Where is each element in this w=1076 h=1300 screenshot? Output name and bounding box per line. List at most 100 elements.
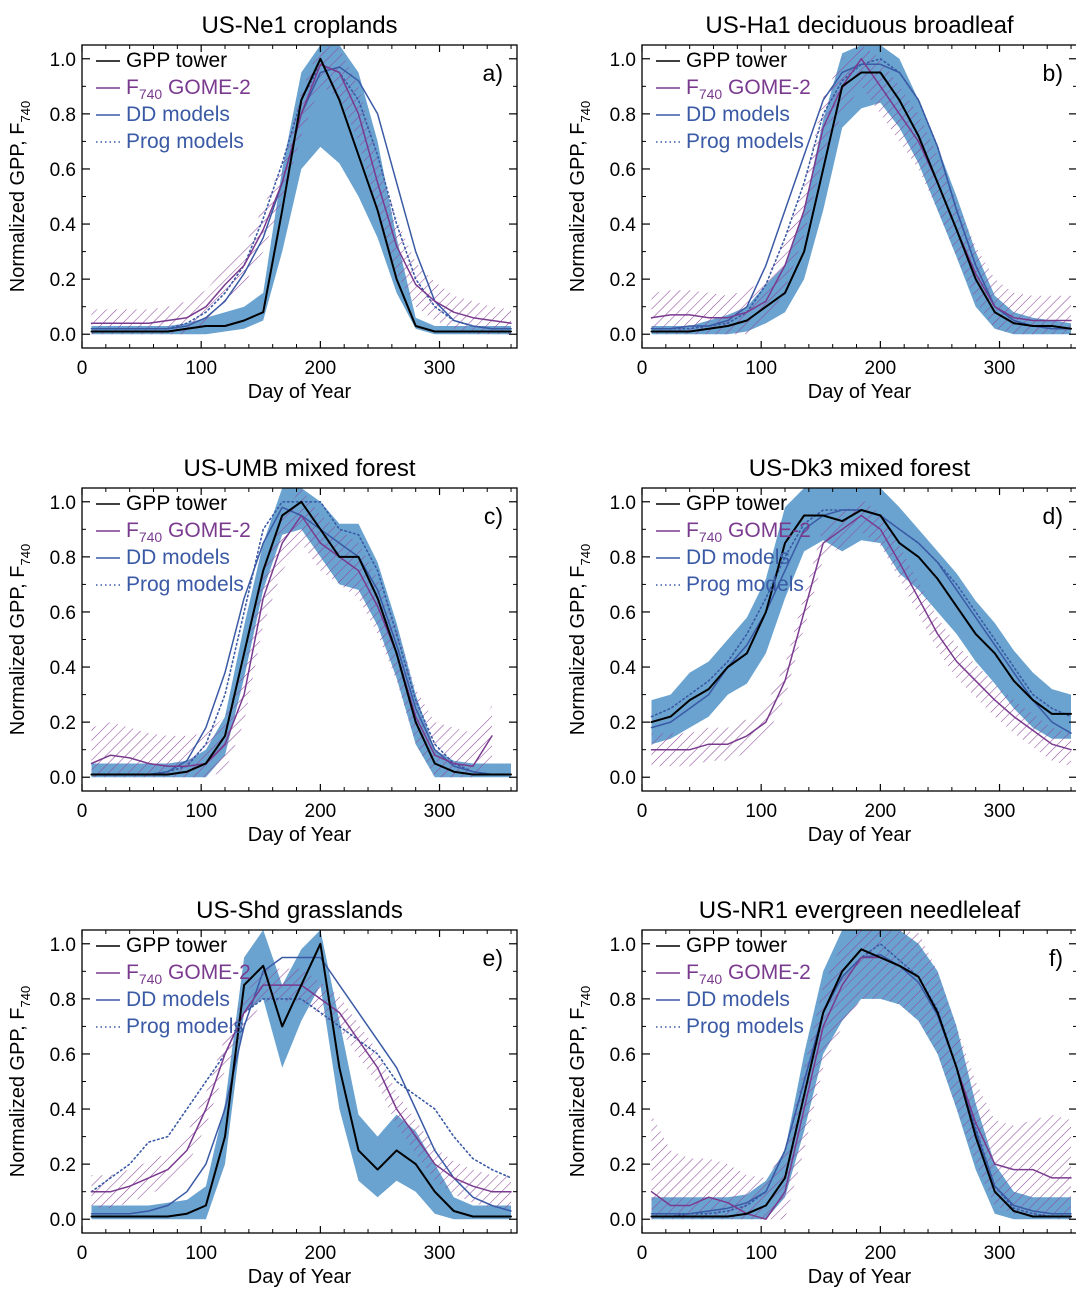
legend-label-sub: 740 <box>699 529 723 545</box>
legend-label: GPP tower <box>126 49 227 72</box>
y-tick-label: 0.0 <box>50 325 76 346</box>
legend-label-sub: 740 <box>699 86 723 102</box>
chart-panel-b: 0 100 200 300 0.0 0.2 0.4 0.6 0.8 1.0 US-Ha1 decid… <box>567 12 1076 403</box>
f740-hatch-band <box>91 488 492 778</box>
y-axis-label-sub: 740 <box>578 544 593 566</box>
x-tick-label: 300 <box>424 1243 456 1264</box>
y-tick-label: 0.2 <box>610 713 636 734</box>
series-gpp-tower <box>90 942 512 1218</box>
x-axis-label: Day of Year <box>808 1266 912 1288</box>
x-tick-label: 200 <box>865 1243 897 1264</box>
legend-label: DD models <box>126 546 230 569</box>
x-axis-label: Day of Year <box>248 824 352 846</box>
y-axis-label: Normalized GPP, F740 <box>567 101 593 292</box>
legend-label: GPP tower <box>686 49 787 72</box>
legend-label: GPP tower <box>686 492 787 515</box>
legend-label: Prog models <box>126 1015 244 1038</box>
series-gpp-tower <box>90 57 512 333</box>
legend-label-main: GPP tower <box>126 492 227 515</box>
plot-area <box>90 930 512 1220</box>
legend-label-main: DD models <box>126 546 230 569</box>
y-tick-label: 0.4 <box>610 658 637 679</box>
panel-label: e) <box>483 945 503 971</box>
panel-title: US-UMB mixed forest <box>183 455 415 482</box>
legend-label-main: F <box>686 961 699 984</box>
y-axis-label-main: Normalized GPP, F <box>7 1008 29 1178</box>
legend-label-main: GPP tower <box>126 49 227 72</box>
x-tick-label: 300 <box>984 1243 1016 1264</box>
y-tick-label: 1.0 <box>610 493 636 514</box>
legend-label: GPP tower <box>686 934 787 957</box>
legend-label: DD models <box>686 988 790 1011</box>
legend-label: F740 GOME-2 <box>126 961 251 987</box>
legend-label: GPP tower <box>126 934 227 957</box>
y-tick-label: 0.0 <box>610 1210 636 1231</box>
f740-hatch-band <box>91 45 511 335</box>
chart-panel-c: 0 100 200 300 0.0 0.2 0.4 0.6 0.8 1.0 US-UMB mixed… <box>7 455 518 846</box>
x-axis-label: Day of Year <box>808 824 912 846</box>
y-tick-label: 0.2 <box>50 713 76 734</box>
x-tick-label: 100 <box>185 801 217 822</box>
y-tick-label: 0.6 <box>50 160 76 181</box>
series-f740-gome2 <box>650 58 1072 322</box>
panel-title: US-Ha1 deciduous broadleaf <box>705 12 1014 39</box>
legend-label: DD models <box>126 988 230 1011</box>
legend-label-sub: 740 <box>139 529 163 545</box>
y-tick-label: 0.4 <box>50 658 77 679</box>
y-tick-label: 0.8 <box>610 105 636 126</box>
legend-label-tail: GOME-2 <box>722 519 811 542</box>
legend-label-main: DD models <box>686 103 790 126</box>
legend-label-main: Prog models <box>126 130 244 153</box>
legend-label-main: GPP tower <box>126 934 227 957</box>
y-tick-label: 0.6 <box>610 603 636 624</box>
x-tick-label: 200 <box>305 801 337 822</box>
plot-area <box>90 45 512 335</box>
y-tick-label: 0.2 <box>610 270 636 291</box>
legend-label-main: F <box>686 519 699 542</box>
legend-label: Prog models <box>126 573 244 596</box>
dd-models-band <box>91 930 511 1220</box>
series-f740-gome2 <box>650 956 1072 1220</box>
legend-label-main: Prog models <box>126 1015 244 1038</box>
chart-panel-e: 0 100 200 300 0.0 0.2 0.4 0.6 0.8 1.0 US-Shd grass… <box>7 897 518 1288</box>
y-axis-label-main: Normalized GPP, F <box>7 566 29 736</box>
y-tick-label: 0.2 <box>610 1155 636 1176</box>
series-gpp-tower <box>650 509 1072 724</box>
plot-area <box>650 488 1072 767</box>
y-axis-label: Normalized GPP, F740 <box>7 544 33 735</box>
y-tick-label: 0.4 <box>610 215 637 236</box>
y-tick-label: 1.0 <box>610 935 636 956</box>
series-gpp-tower <box>650 71 1072 333</box>
x-tick-label: 100 <box>745 1243 777 1264</box>
x-tick-label: 200 <box>305 1243 337 1264</box>
x-tick-label: 100 <box>185 358 217 379</box>
y-tick-label: 0.6 <box>50 603 76 624</box>
y-axis-label-main: Normalized GPP, F <box>567 123 589 293</box>
series-prog-models <box>90 998 512 1193</box>
y-axis-label: Normalized GPP, F740 <box>7 101 33 292</box>
y-axis-label-main: Normalized GPP, F <box>567 1008 589 1178</box>
y-tick-label: 1.0 <box>50 935 76 956</box>
panel-title: US-Ne1 croplands <box>201 12 397 39</box>
y-tick-label: 0.0 <box>610 768 636 789</box>
x-tick-label: 0 <box>77 1243 88 1264</box>
x-tick-label: 0 <box>637 1243 648 1264</box>
legend-label: GPP tower <box>126 492 227 515</box>
legend-label-tail: GOME-2 <box>162 519 251 542</box>
y-tick-label: 0.4 <box>50 1100 77 1121</box>
x-tick-label: 300 <box>424 801 456 822</box>
panels-container: 0 100 200 300 0.0 0.2 0.4 0.6 0.8 1.0 US-Ne1 cropl… <box>7 12 1076 1288</box>
legend: GPP tower F740 GOME-2DD models Prog models <box>96 934 251 1038</box>
chart-panel-f: 0 100 200 300 0.0 0.2 0.4 0.6 0.8 1.0 US-NR1 everg… <box>567 897 1076 1288</box>
y-tick-label: 0.6 <box>610 1045 636 1066</box>
legend-label: DD models <box>686 103 790 126</box>
legend-label-tail: GOME-2 <box>162 961 251 984</box>
legend-label-tail: GOME-2 <box>162 76 251 99</box>
y-tick-label: 0.4 <box>610 1100 637 1121</box>
legend-label-main: Prog models <box>686 1015 804 1038</box>
x-axis-label: Day of Year <box>248 1266 352 1288</box>
legend-label-sub: 740 <box>139 971 163 987</box>
x-axis-label: Day of Year <box>248 381 352 403</box>
